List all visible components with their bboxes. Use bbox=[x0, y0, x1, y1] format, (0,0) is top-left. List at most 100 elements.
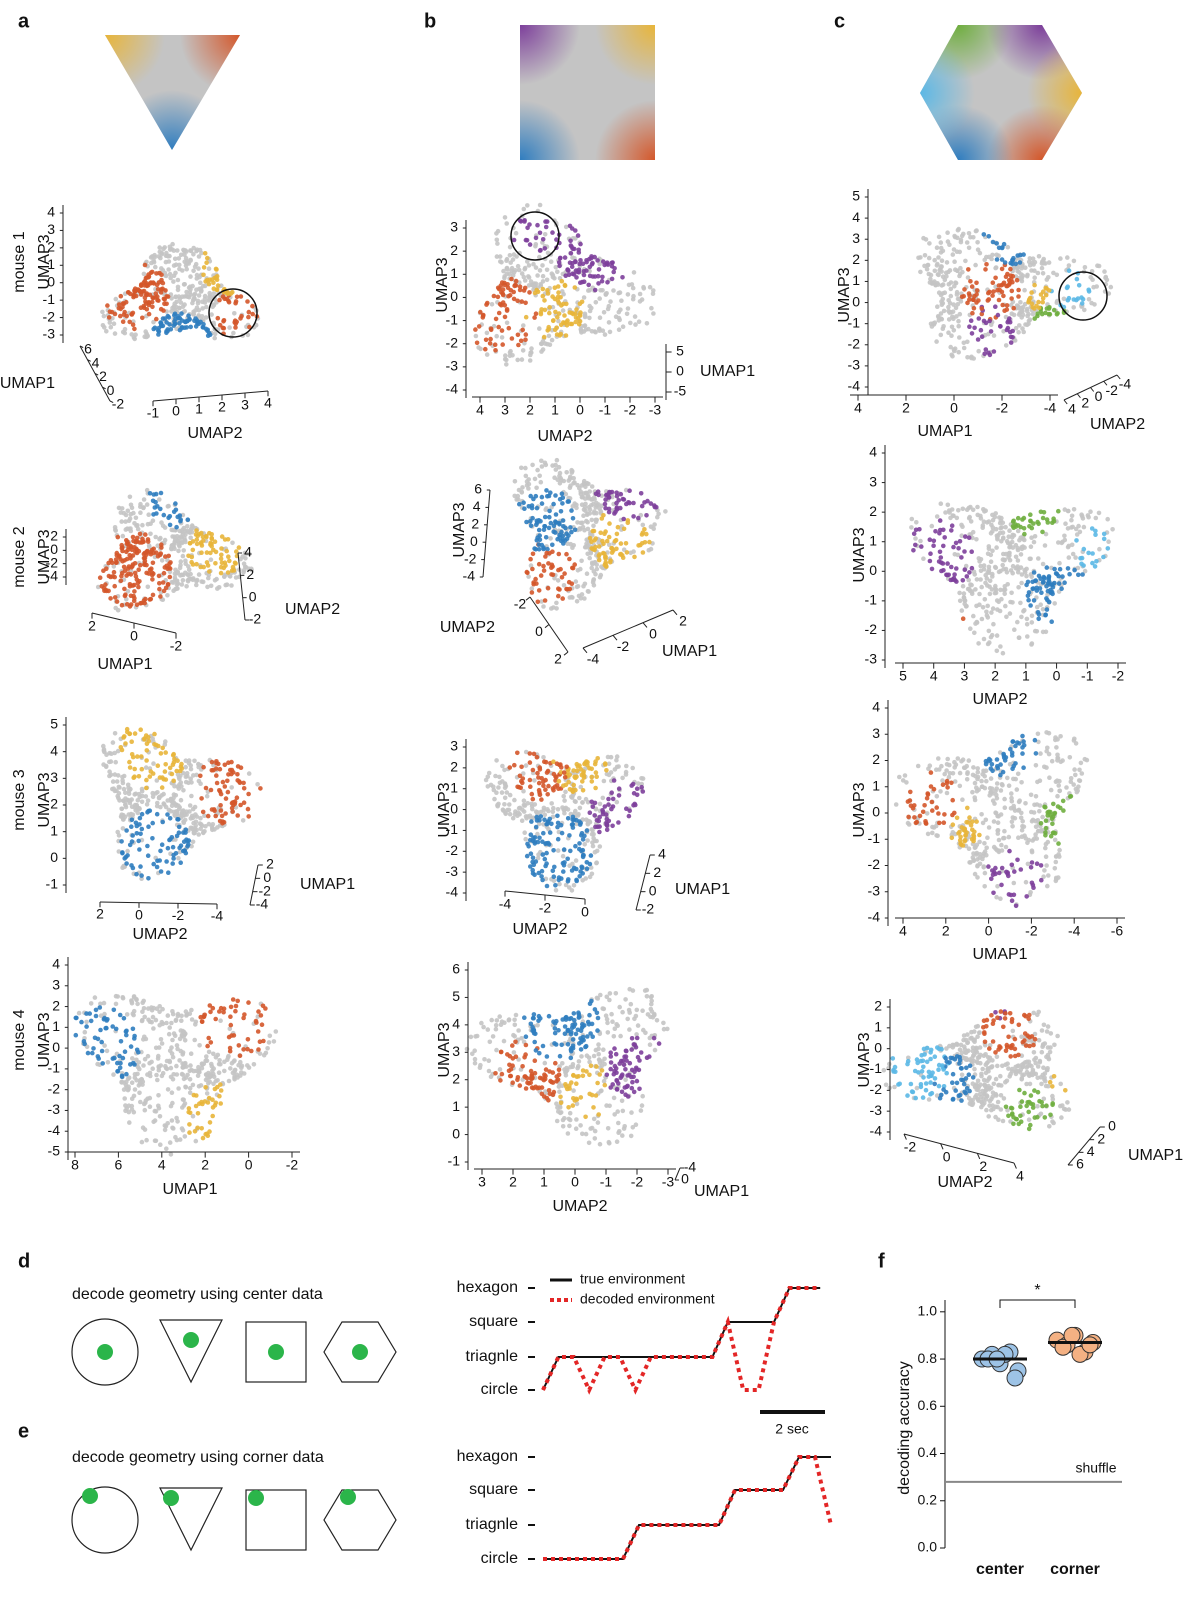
umap-point bbox=[1103, 275, 1108, 281]
umap-point bbox=[116, 849, 122, 854]
umap-point bbox=[157, 1004, 162, 1009]
umap-point bbox=[976, 348, 981, 354]
umap-point bbox=[1039, 261, 1045, 266]
umap-point bbox=[936, 290, 942, 296]
umap-point bbox=[1007, 329, 1013, 335]
umap-point bbox=[1039, 265, 1045, 271]
umap-point bbox=[487, 1039, 493, 1045]
umap-point bbox=[579, 1025, 585, 1030]
umap-point bbox=[532, 283, 538, 288]
umap-point bbox=[988, 559, 994, 564]
umap-point bbox=[550, 809, 556, 814]
umap-point bbox=[241, 1047, 246, 1052]
umap-point bbox=[232, 311, 237, 316]
umap-point bbox=[950, 513, 956, 518]
umap-point bbox=[120, 559, 125, 564]
umap-point bbox=[995, 312, 1001, 318]
umap-point bbox=[947, 310, 952, 315]
umap-point bbox=[147, 491, 153, 496]
umap-point bbox=[137, 822, 142, 827]
umap-point bbox=[1019, 572, 1025, 577]
umap-point bbox=[191, 245, 196, 251]
umap-point bbox=[1038, 602, 1043, 607]
umap-point bbox=[590, 804, 596, 809]
umap-point bbox=[987, 352, 993, 358]
umap-point bbox=[515, 357, 520, 363]
umap-point bbox=[117, 1053, 122, 1059]
umap-point bbox=[955, 302, 961, 307]
umap-point bbox=[629, 1067, 635, 1073]
umap-point bbox=[184, 266, 189, 272]
umap-point bbox=[198, 773, 203, 779]
umap-point bbox=[985, 583, 990, 588]
umap-point bbox=[976, 316, 982, 321]
umap-point bbox=[151, 492, 157, 497]
umap-point bbox=[122, 814, 128, 820]
umap-point bbox=[195, 301, 201, 306]
umap-point bbox=[544, 1095, 550, 1101]
umap-point bbox=[587, 273, 593, 279]
umap-point bbox=[517, 218, 523, 223]
umap-point bbox=[172, 312, 177, 318]
umap-point bbox=[531, 261, 536, 267]
umap-point bbox=[568, 541, 573, 547]
umap-point bbox=[554, 761, 560, 766]
umap-point bbox=[547, 305, 552, 310]
umap-point bbox=[544, 770, 550, 775]
umap-point bbox=[141, 288, 147, 294]
umap-point bbox=[88, 1001, 94, 1006]
umap-point bbox=[602, 501, 608, 507]
umap-point bbox=[648, 546, 654, 552]
umap-point bbox=[583, 501, 588, 507]
umap-point bbox=[172, 256, 178, 262]
umap-point bbox=[118, 1039, 124, 1044]
umap-point bbox=[234, 549, 239, 554]
umap-point bbox=[537, 473, 542, 479]
umap-point bbox=[531, 1012, 537, 1017]
umap-point bbox=[150, 304, 155, 310]
umap-point bbox=[1013, 566, 1019, 571]
umap-point bbox=[522, 1055, 527, 1060]
umap-point bbox=[117, 785, 122, 790]
umap-point bbox=[936, 318, 942, 323]
umap-point bbox=[126, 290, 131, 295]
umap-point bbox=[491, 787, 497, 793]
umap-point bbox=[575, 1065, 580, 1071]
umap-point bbox=[186, 1106, 192, 1111]
umap-point bbox=[162, 565, 168, 570]
umap-point bbox=[159, 785, 165, 790]
umap-point bbox=[178, 518, 183, 524]
umap-point bbox=[481, 1024, 486, 1030]
umap-point bbox=[1024, 273, 1030, 279]
umap-point bbox=[143, 1098, 149, 1103]
umap-point bbox=[956, 508, 961, 513]
umap-point bbox=[555, 1105, 560, 1110]
umap-point bbox=[231, 568, 237, 573]
umap-point bbox=[166, 807, 172, 813]
umap-point bbox=[202, 251, 208, 256]
umap-point bbox=[619, 1089, 625, 1095]
umap-point bbox=[141, 280, 147, 285]
umap-point bbox=[591, 523, 596, 529]
umap-point bbox=[168, 1103, 174, 1109]
umap-point bbox=[1004, 307, 1010, 312]
umap-point bbox=[1015, 528, 1021, 534]
umap-point bbox=[532, 841, 538, 846]
umap-point bbox=[567, 863, 572, 868]
umap-point bbox=[943, 510, 948, 515]
umap-point bbox=[180, 531, 186, 537]
umap-point bbox=[568, 474, 573, 480]
umap-point bbox=[510, 1043, 515, 1048]
umap-point bbox=[226, 554, 231, 559]
umap-point bbox=[620, 555, 626, 560]
umap-point bbox=[597, 801, 603, 807]
umap-point bbox=[591, 569, 597, 574]
umap-point bbox=[644, 531, 649, 537]
umap-point bbox=[527, 837, 533, 843]
umap-point bbox=[472, 1056, 478, 1062]
umap-point bbox=[1024, 322, 1030, 328]
umap-point bbox=[216, 1070, 222, 1075]
umap-point bbox=[158, 869, 164, 874]
umap-point bbox=[497, 774, 502, 780]
umap-point bbox=[93, 1007, 99, 1013]
